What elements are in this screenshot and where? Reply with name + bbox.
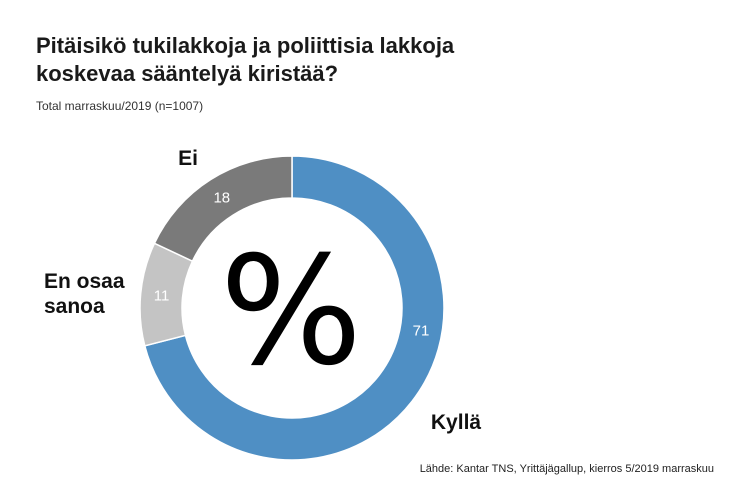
chart-title: Pitäisikö tukilakkoja ja poliittisia lak… [36,33,455,86]
category-label: En osaa sanoa [44,270,125,318]
value-label: 71 [413,323,430,340]
category-labels: Kyllä En osaa sanoa Ei [44,147,481,434]
value-label: 11 [154,288,170,305]
donut-slices [139,155,445,461]
source-note: Lähde: Kantar TNS, Yrittäjägallup, kierr… [419,463,714,475]
category-label: Kyllä [431,411,482,434]
value-label: 18 [213,189,230,206]
category-label: Ei [178,147,198,170]
value-labels: 71 11 18 [154,189,430,339]
center-percent-symbol: % [220,225,363,399]
slice-kyllä [143,155,445,461]
chart-subtitle: Total marraskuu/2019 (n=1007) [36,99,204,113]
slice-ei [153,155,293,263]
